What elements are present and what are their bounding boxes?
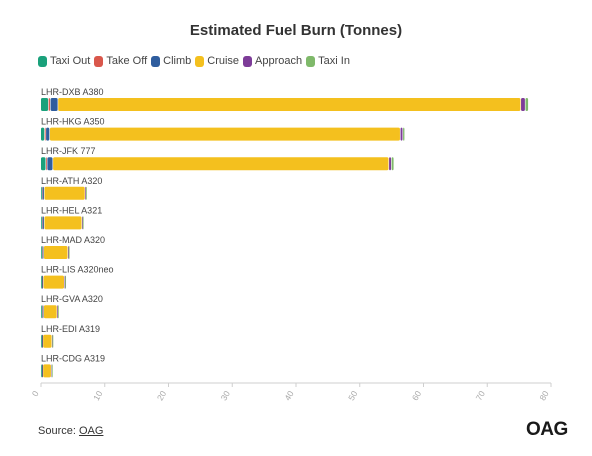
- bar-segment: [57, 305, 59, 319]
- x-tick-label: 70: [474, 389, 488, 402]
- bar-segment: [50, 98, 58, 111]
- legend-label: Taxi In: [318, 55, 350, 67]
- bar-segment: [43, 364, 51, 378]
- legend-label: Climb: [163, 55, 192, 67]
- bar-segment: [41, 157, 46, 171]
- legend-item[interactable]: Cruise: [195, 55, 239, 67]
- source-link[interactable]: OAG: [78, 425, 104, 437]
- x-tick-label: 10: [91, 389, 105, 402]
- category-label: LHR-LIS A320neo: [41, 265, 114, 275]
- bar-segment: [389, 157, 392, 171]
- legend-swatch: [243, 55, 253, 67]
- legend-swatch: [306, 55, 316, 67]
- category-label: LHR-DXB A380: [41, 87, 104, 97]
- legend-item[interactable]: Taxi Out: [38, 55, 90, 67]
- bar-segment: [43, 305, 57, 319]
- legend-label: Take Off: [106, 55, 148, 67]
- x-tick-label: 80: [537, 389, 551, 402]
- legend-item[interactable]: Approach: [243, 55, 302, 67]
- bar-segment: [53, 157, 389, 171]
- legend-label: Cruise: [207, 55, 240, 67]
- category-label: LHR-JFK 777: [41, 146, 96, 156]
- bar-segment: [42, 305, 44, 319]
- bar-segment: [46, 127, 50, 141]
- category-label: LHR-CDG A319: [41, 353, 105, 363]
- bar-segment: [41, 364, 42, 378]
- bar-segment: [57, 305, 59, 319]
- chart-legend: Taxi Out Take Off Climb Cruise Approach Taxi …: [38, 55, 354, 67]
- bar-segment: [41, 305, 42, 319]
- bar-segment: [58, 98, 521, 111]
- x-tick-label: 50: [346, 389, 360, 402]
- bar-segment: [65, 275, 67, 289]
- bar-segment: [43, 246, 68, 259]
- x-tick-label: 20: [155, 389, 169, 402]
- legend-item[interactable]: Taxi In: [306, 55, 350, 67]
- bar-segment: [68, 246, 69, 259]
- legend-swatch: [94, 55, 104, 67]
- bar-segment: [43, 275, 64, 289]
- oag-logo: OAG: [526, 419, 568, 440]
- x-tick-label: 40: [282, 389, 296, 402]
- category-label: LHR-ATH A320: [41, 176, 102, 186]
- category-label: LHR-GVA A320: [41, 294, 103, 304]
- legend-swatch: [195, 55, 205, 67]
- source-note: Source: OAG: [38, 425, 103, 437]
- bar-segment: [41, 246, 42, 259]
- bar-segment: [49, 127, 400, 141]
- x-tick-label: 30: [219, 389, 233, 402]
- bar-segment: [43, 334, 52, 348]
- category-label: LHR-HEL A321: [41, 205, 102, 215]
- bar-segment: [44, 127, 46, 141]
- x-tick-label: 60: [410, 389, 424, 402]
- bar-segment: [41, 98, 49, 111]
- bar-segment: [41, 127, 45, 141]
- bar-segment: [42, 275, 44, 289]
- bar-segment: [42, 246, 44, 259]
- legend-swatch: [38, 55, 47, 67]
- source-label: Source:: [38, 425, 76, 437]
- bar-segment: [48, 98, 50, 111]
- bar-segment: [82, 216, 83, 230]
- bar-segment: [400, 127, 403, 141]
- bar-segment: [42, 186, 44, 200]
- bar-segment: [42, 334, 44, 348]
- legend-item[interactable]: Take Off: [94, 55, 147, 67]
- bar-segment: [82, 216, 84, 230]
- bar-segment: [41, 216, 42, 230]
- bar-segment: [42, 216, 44, 230]
- bar-segment: [47, 157, 53, 171]
- bar-segment: [41, 186, 42, 200]
- bar-segment: [41, 334, 42, 348]
- category-label: LHR-MAD A320: [41, 235, 105, 245]
- bar-segment: [85, 186, 87, 200]
- legend-label: Taxi Out: [50, 55, 91, 67]
- legend-item[interactable]: Climb: [151, 55, 191, 67]
- bar-segment: [521, 98, 525, 111]
- bar-segment: [41, 275, 42, 289]
- bar-segment: [44, 216, 82, 230]
- bar-segment: [64, 275, 66, 289]
- bar-segment: [44, 186, 85, 200]
- bar-segment: [403, 127, 405, 141]
- x-tick-label: 0: [30, 389, 41, 398]
- bar-segment: [391, 157, 394, 171]
- bar-segment: [85, 186, 87, 200]
- bar-segment: [52, 334, 54, 348]
- category-label: LHR-HKG A350: [41, 117, 105, 127]
- category-label: LHR-EDI A319: [41, 324, 100, 334]
- bar-segment: [46, 157, 47, 171]
- legend-label: Approach: [255, 55, 303, 67]
- bar-segment: [42, 364, 44, 378]
- legend-swatch: [151, 55, 161, 67]
- bar-segment: [525, 98, 529, 111]
- bar-segment: [51, 364, 53, 378]
- chart-title: Estimated Fuel Burn (Tonnes): [189, 22, 403, 39]
- bar-segment: [68, 246, 70, 259]
